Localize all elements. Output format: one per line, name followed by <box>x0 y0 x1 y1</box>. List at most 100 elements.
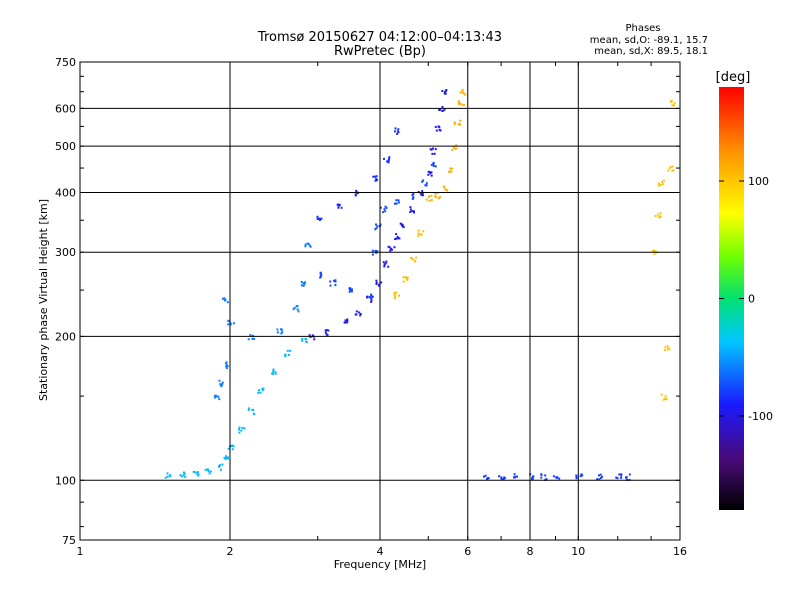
x-axis-label: Frequency [MHz] <box>334 558 426 571</box>
data-point <box>306 242 309 245</box>
data-point <box>354 194 357 197</box>
data-point <box>238 426 241 429</box>
data-point <box>168 475 171 477</box>
data-point <box>514 476 517 479</box>
data-point <box>370 300 373 303</box>
data-point <box>427 195 430 198</box>
data-point <box>295 305 298 308</box>
data-point <box>444 91 447 94</box>
legend-line-x: mean, sd,X: 89.5, 18.1 <box>594 46 708 57</box>
data-point <box>324 329 327 332</box>
data-point <box>240 429 243 432</box>
data-point <box>436 192 439 195</box>
data-point <box>500 476 503 479</box>
data-point <box>427 173 430 176</box>
data-point <box>620 473 623 476</box>
grid-lines <box>80 62 680 540</box>
data-point <box>446 189 448 192</box>
data-point <box>662 398 665 401</box>
data-point <box>668 167 671 170</box>
data-point <box>434 192 437 195</box>
data-point <box>359 313 362 315</box>
data-point <box>218 379 221 382</box>
data-point <box>296 308 299 311</box>
data-point <box>421 194 424 197</box>
data-point <box>348 290 351 293</box>
data-point <box>241 426 244 429</box>
data-point <box>329 280 332 283</box>
data-point <box>394 238 397 241</box>
data-point <box>251 337 254 340</box>
data-point <box>498 475 501 478</box>
data-point <box>217 395 220 398</box>
data-point <box>665 398 668 401</box>
data-point <box>459 91 462 94</box>
data-point <box>459 102 462 105</box>
data-point <box>402 276 405 279</box>
data-point <box>345 321 348 324</box>
data-point <box>402 280 405 283</box>
data-point <box>438 126 441 129</box>
data-point <box>664 395 667 398</box>
data-point <box>207 470 210 473</box>
data-point <box>409 208 412 211</box>
data-point <box>427 170 430 173</box>
data-point <box>395 202 398 205</box>
data-point <box>383 263 386 266</box>
data-point <box>230 445 233 447</box>
x-tick-label: 10 <box>571 545 585 558</box>
data-point <box>284 355 287 358</box>
data-point <box>596 478 599 481</box>
data-point <box>483 475 485 478</box>
data-point <box>227 456 229 459</box>
data-point <box>420 233 423 236</box>
data-point <box>421 190 424 193</box>
data-point <box>453 121 456 124</box>
data-point <box>672 169 675 172</box>
x-tick-label: 4 <box>377 545 384 558</box>
data-point <box>419 192 422 195</box>
data-point <box>388 156 391 159</box>
data-point <box>231 448 234 451</box>
data-point <box>337 206 340 209</box>
data-point <box>459 119 462 122</box>
data-point <box>411 258 414 261</box>
data-point <box>387 245 390 248</box>
data-point <box>359 314 362 317</box>
data-point <box>439 108 442 111</box>
data-point <box>453 147 456 150</box>
data-point <box>380 281 383 284</box>
data-point <box>272 368 275 371</box>
data-point <box>280 328 282 331</box>
data-point <box>411 197 414 200</box>
data-point <box>658 216 661 219</box>
data-point <box>435 196 438 199</box>
data-point <box>666 345 669 348</box>
data-point <box>232 445 235 448</box>
data-point <box>214 394 217 397</box>
data-point <box>218 465 221 468</box>
data-point <box>397 201 400 204</box>
data-point <box>274 372 277 375</box>
y-axis-label: Stationary phase Virtual Height [km] <box>37 199 50 401</box>
data-point <box>164 476 167 479</box>
colorbar-tick-label: 0 <box>748 293 755 306</box>
data-point <box>421 180 424 183</box>
data-point <box>413 259 416 262</box>
data-point <box>300 284 303 287</box>
data-point <box>253 338 256 340</box>
data-point <box>409 211 412 213</box>
data-point <box>223 297 226 300</box>
data-point <box>598 478 601 481</box>
y-tick-label: 100 <box>55 474 76 487</box>
data-point <box>247 338 250 341</box>
data-point <box>308 334 311 337</box>
data-point <box>384 262 387 265</box>
data-point <box>516 475 518 478</box>
data-point <box>372 175 375 178</box>
data-point <box>184 476 187 478</box>
data-point <box>457 103 460 105</box>
axes: 1 2 4 6 8 10 16 75 100 200 300 400 500 600 750 <box>55 56 687 558</box>
data-point <box>654 215 657 217</box>
